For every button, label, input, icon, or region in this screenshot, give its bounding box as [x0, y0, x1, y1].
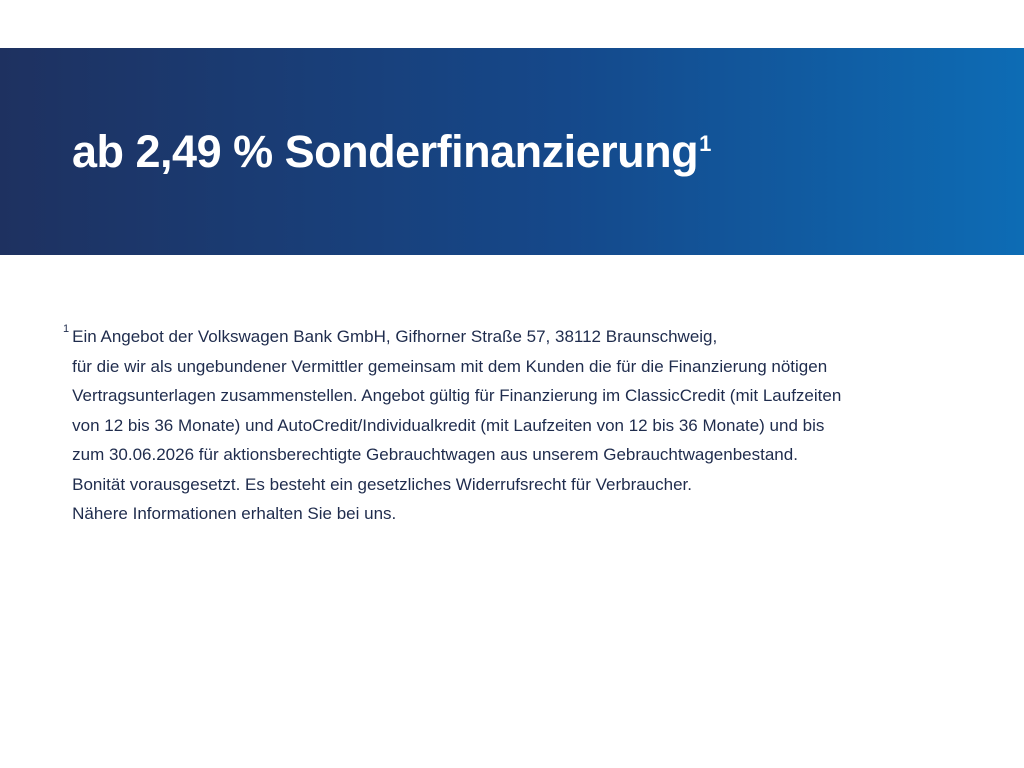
- footnote-line: Ein Angebot der Volkswagen Bank GmbH, Gi…: [72, 327, 718, 346]
- footnote-marker: 1: [63, 323, 70, 335]
- footnote-line: Bonität vorausgesetzt. Es besteht ein ge…: [72, 474, 692, 494]
- headline-superscript: 1: [699, 130, 711, 156]
- headline-text: ab 2,49 % Sonderfinanzierung: [72, 125, 699, 177]
- footnote-line: Vertragsunterlagen zusammenstellen. Ange…: [72, 386, 842, 405]
- footnote: 1 Ein Angebot der Volkswagen Bank GmbH, …: [63, 322, 841, 529]
- footnote-text: Ein Angebot der Volkswagen Bank GmbH, Gi…: [72, 322, 841, 529]
- footnote-line: Nähere Informationen erhalten Sie bei un…: [72, 504, 397, 523]
- promo-banner: ab 2,49 % Sonderfinanzierung1: [0, 48, 1024, 255]
- footnote-line: zum 30.06.2026 für aktionsberechtigte Ge…: [72, 445, 798, 464]
- headline: ab 2,49 % Sonderfinanzierung1: [0, 127, 711, 177]
- footnote-line: von 12 bis 36 Monate) und AutoCredit/Ind…: [72, 415, 825, 435]
- footnote-line: für die wir als ungebundener Vermittler …: [72, 356, 828, 376]
